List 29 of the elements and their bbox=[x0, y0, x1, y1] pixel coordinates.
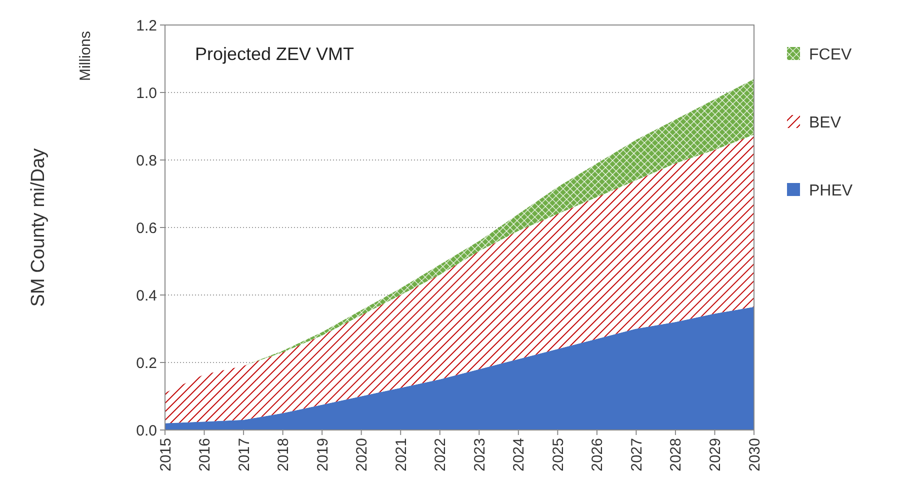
legend-label: BEV bbox=[809, 114, 842, 132]
x-tick-label: 2017 bbox=[236, 438, 253, 472]
y-tick-label: 0.6 bbox=[136, 220, 157, 237]
text: Projected ZEV VMT bbox=[195, 44, 354, 64]
y-tick-label: 1.2 bbox=[136, 17, 157, 34]
x-tick-label: 2021 bbox=[392, 438, 410, 472]
y-tick-label: 0.8 bbox=[136, 152, 157, 170]
x-tick-label: 2029 bbox=[706, 438, 724, 472]
x-tick-label: 2016 bbox=[196, 438, 214, 472]
x-tick-label: 2030 bbox=[746, 438, 764, 472]
x-tick-label: 2028 bbox=[668, 438, 685, 472]
y-tick-label: 1.0 bbox=[136, 84, 157, 102]
x-tick-label: 2027 bbox=[628, 438, 646, 472]
y-axis-title: SM County mi/Day bbox=[28, 148, 49, 307]
x-tick-label: 2020 bbox=[354, 438, 371, 472]
legend-label: PHEV bbox=[809, 182, 853, 200]
y-tick-label: 0.0 bbox=[136, 422, 157, 440]
x-tick-label: 2018 bbox=[275, 438, 292, 472]
x-tick-label: 2025 bbox=[550, 438, 567, 472]
x-tick-label: 2015 bbox=[157, 438, 174, 472]
x-tick-label: 2024 bbox=[510, 438, 528, 472]
y-tick-label: 0.2 bbox=[136, 354, 157, 372]
legend-label: FCEV bbox=[809, 46, 852, 64]
x-tick-label: 2023 bbox=[471, 438, 488, 472]
x-tick-label: 2026 bbox=[589, 438, 606, 472]
x-tick-label: 2019 bbox=[314, 438, 332, 472]
x-tick-label: 2022 bbox=[432, 438, 450, 472]
y-tick-label: 0.4 bbox=[136, 287, 157, 304]
text: Millions bbox=[77, 31, 94, 82]
